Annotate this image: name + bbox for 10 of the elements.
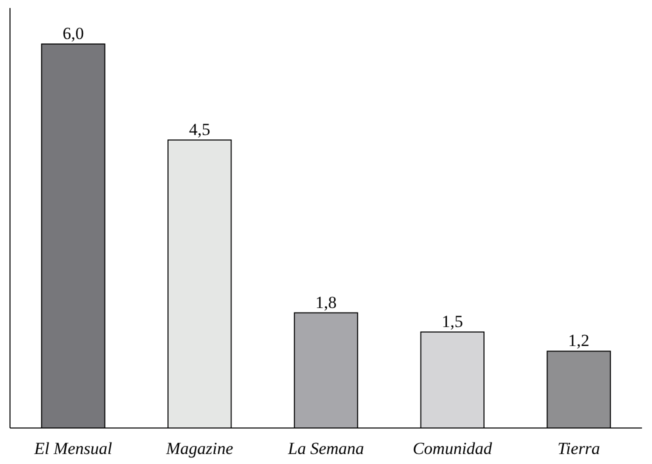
data-label: 1,8: [315, 292, 337, 312]
x-tick-label: Tierra: [558, 439, 600, 458]
data-label: 6,0: [62, 24, 84, 43]
data-label: 1,5: [442, 312, 464, 331]
x-tick-label: La Semana: [286, 439, 364, 458]
x-tick-label: Comunidad: [412, 439, 493, 458]
x-tick-label: El Mensual: [33, 439, 112, 458]
x-tick-label: Magazine: [165, 439, 234, 458]
data-label: 1,2: [568, 331, 590, 350]
data-label: 4,5: [188, 120, 210, 139]
